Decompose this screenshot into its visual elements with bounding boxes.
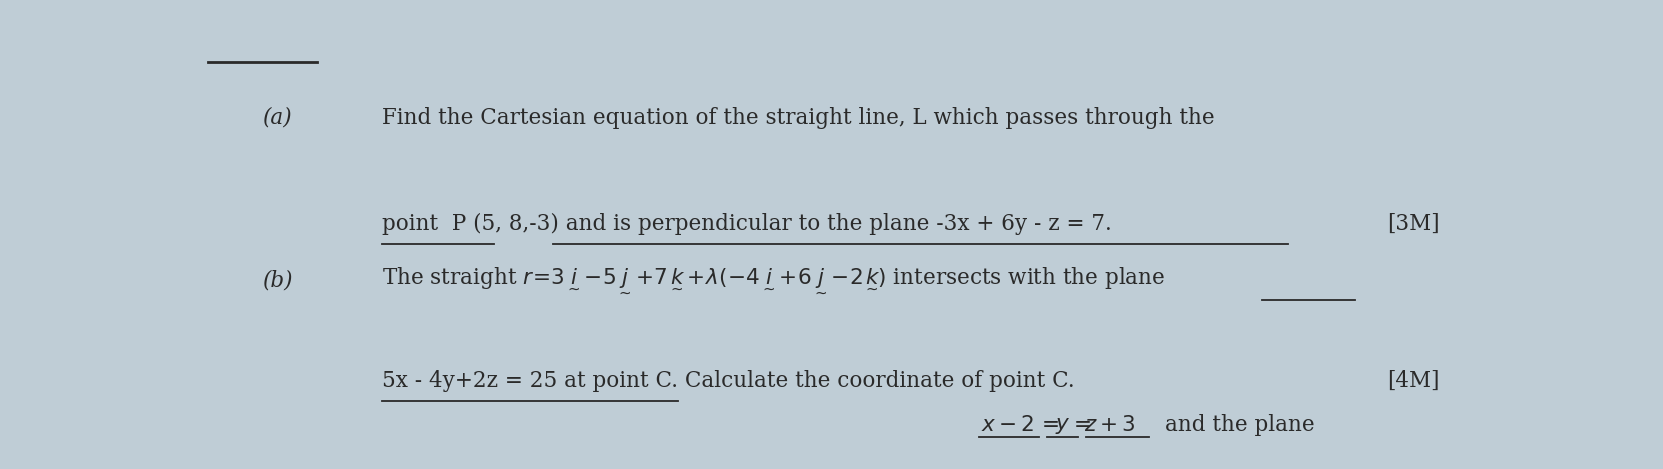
Text: (b): (b) — [263, 269, 293, 291]
Text: =: = — [1074, 414, 1093, 436]
Text: Find the Cartesian equation of the straight line, L which passes through the: Find the Cartesian equation of the strai… — [382, 106, 1214, 129]
Text: $z+3$: $z+3$ — [1084, 414, 1136, 436]
Text: =: = — [1041, 414, 1059, 436]
Text: [3M]: [3M] — [1387, 213, 1440, 235]
Text: 5x - 4y+2z = 25 at point C. Calculate the coordinate of point C.: 5x - 4y+2z = 25 at point C. Calculate th… — [382, 371, 1074, 392]
Text: and the plane: and the plane — [1166, 414, 1315, 436]
Text: $x-2$: $x-2$ — [981, 414, 1034, 436]
Text: $y$: $y$ — [1054, 414, 1069, 436]
Text: (a): (a) — [263, 106, 291, 129]
Text: [4M]: [4M] — [1387, 371, 1440, 392]
Text: The straight $r\!=\!3\underset{\sim}{\mathit{i}}\!-\!5\underset{\sim}{\mathit{j}: The straight $r\!=\!3\underset{\sim}{\ma… — [382, 266, 1166, 294]
Text: point  ​P​ (5, 8,-3) and is perpendicular to the plane -3​x​ + 6​y​ - ​z​ = 7.: point ​P​ (5, 8,-3) and is perpendicular… — [382, 213, 1111, 235]
